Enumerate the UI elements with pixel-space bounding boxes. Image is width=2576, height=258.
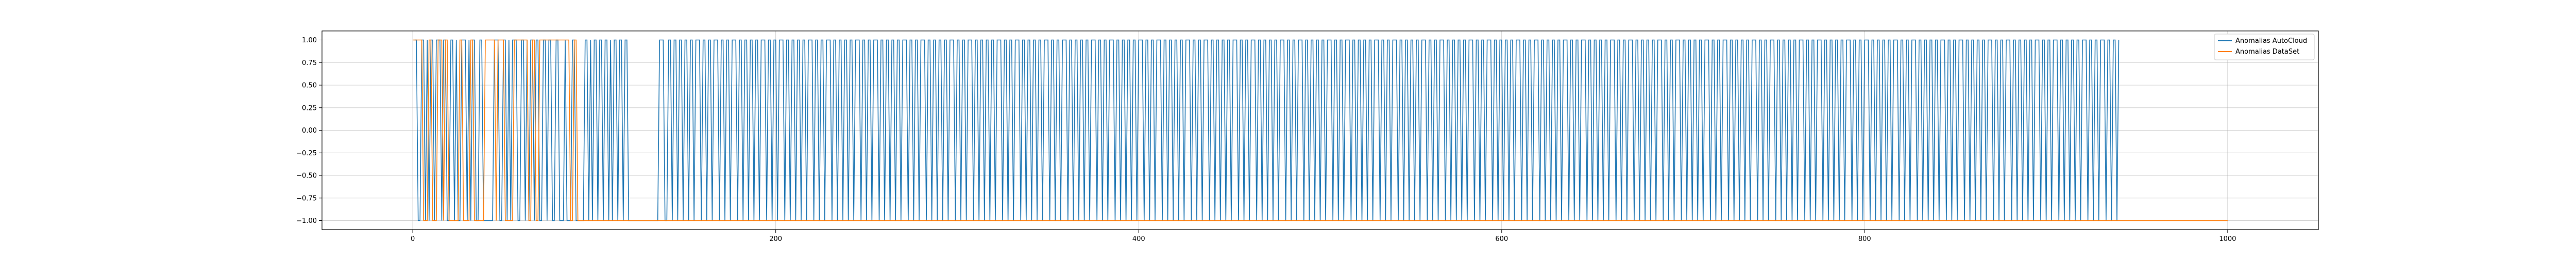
series-line-dataset — [413, 39, 2228, 221]
y-tick-label: 0.25 — [302, 104, 317, 112]
x-tick-label: 200 — [769, 235, 782, 243]
y-tick-label: 0.75 — [302, 59, 317, 67]
y-tick-label: 1.00 — [302, 37, 317, 44]
x-tick-label: 0 — [411, 235, 415, 243]
series-line-autocloud — [414, 39, 2120, 221]
x-tick-label: 800 — [1858, 235, 1871, 243]
y-tick-label: −0.50 — [296, 172, 317, 180]
x-tick-label: 600 — [1495, 235, 1508, 243]
legend-label-dataset: Anomalias DataSet — [2235, 48, 2299, 56]
y-tick-label: −0.75 — [296, 195, 317, 202]
legend-box — [2214, 34, 2315, 60]
x-tick-label: 400 — [1132, 235, 1145, 243]
legend-label-autocloud: Anomalias AutoCloud — [2235, 37, 2307, 45]
y-tick-label: −0.25 — [296, 150, 317, 157]
plot-area: 0 200 400 600 800 1000 1.00 0.75 0.50 0.25 0.00 −0.… — [296, 30, 2319, 243]
y-tick-label: 0.50 — [302, 82, 317, 90]
x-tick-label: 1000 — [2219, 235, 2236, 243]
y-tick-label: 0.00 — [302, 127, 317, 135]
legend: Anomalias AutoCloud Anomalias DataSet — [2214, 34, 2315, 60]
y-tick-label: −1.00 — [296, 217, 317, 225]
